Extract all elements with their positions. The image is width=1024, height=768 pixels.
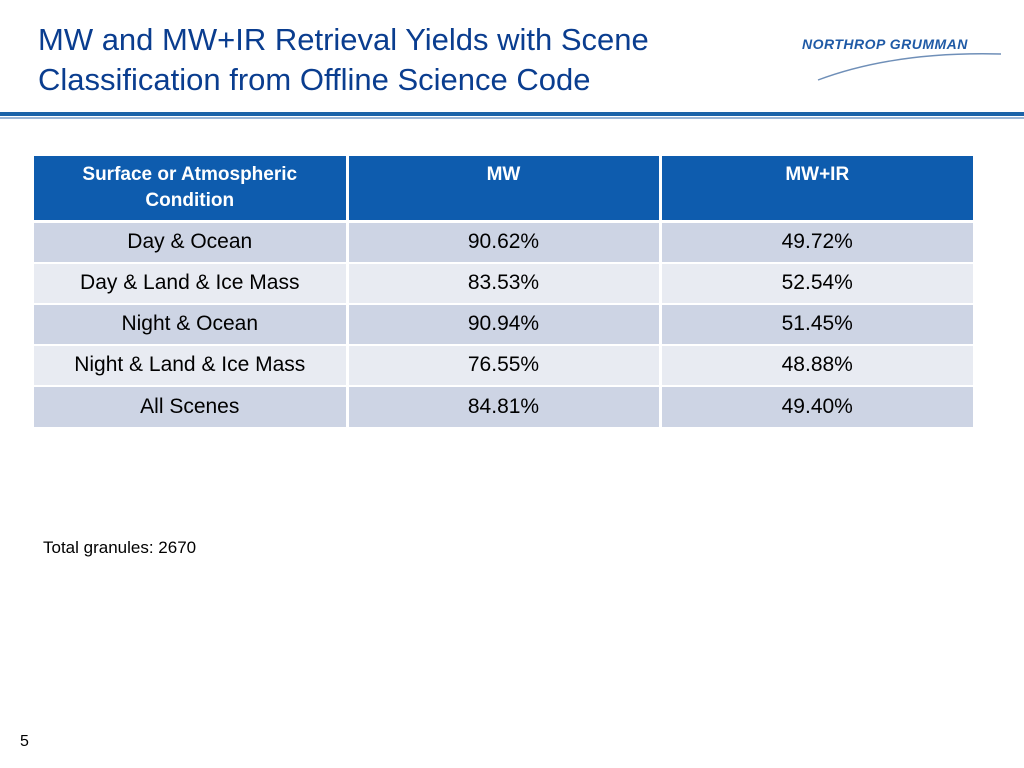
mw-ir-cell: 49.40% <box>658 384 973 427</box>
retrieval-yields-table: Surface or Atmospheric Condition MW MW+I… <box>34 156 973 427</box>
column-header-mw-ir: MW+IR <box>658 156 973 223</box>
mw-cell: 84.81% <box>345 384 660 427</box>
condition-cell: All Scenes <box>34 384 347 427</box>
column-header-mw: MW <box>345 156 660 223</box>
table-row: Night & Land & Ice Mass 76.55% 48.88% <box>34 343 973 386</box>
table-row: All Scenes 84.81% 49.40% <box>34 384 973 427</box>
mw-cell: 76.55% <box>345 343 660 386</box>
slide-title-line-2: Classification from Offline Science Code <box>38 62 591 97</box>
mw-ir-cell: 49.72% <box>658 220 973 263</box>
mw-ir-cell: 48.88% <box>658 343 973 386</box>
condition-cell: Day & Land & Ice Mass <box>34 261 347 304</box>
table-row: Day & Ocean 90.62% 49.72% <box>34 220 973 263</box>
condition-cell: Day & Ocean <box>34 220 347 263</box>
table-row: Day & Land & Ice Mass 83.53% 52.54% <box>34 261 973 304</box>
page-number: 5 <box>20 733 29 750</box>
header-rule-accent <box>0 117 1024 119</box>
mw-cell: 90.94% <box>345 302 660 345</box>
logo-swoosh-icon <box>817 53 1002 81</box>
condition-cell: Night & Land & Ice Mass <box>34 343 347 386</box>
northrop-grumman-logo: NORTHROP GRUMMAN <box>796 26 1006 84</box>
table-row: Night & Ocean 90.94% 51.45% <box>34 302 973 345</box>
header-rule <box>0 112 1024 116</box>
slide-title: MW and MW+IR Retrieval Yields with Scene… <box>38 20 758 100</box>
mw-ir-cell: 52.54% <box>658 261 973 304</box>
slide-title-line-1: MW and MW+IR Retrieval Yields with Scene <box>38 22 649 57</box>
mw-cell: 83.53% <box>345 261 660 304</box>
condition-cell: Night & Ocean <box>34 302 347 345</box>
logo-wordmark: NORTHROP GRUMMAN <box>802 36 968 52</box>
mw-cell: 90.62% <box>345 220 660 263</box>
total-granules-note: Total granules: 2670 <box>43 538 197 557</box>
table-header-row: Surface or Atmospheric Condition MW MW+I… <box>34 156 973 223</box>
column-header-condition: Surface or Atmospheric Condition <box>34 156 347 223</box>
mw-ir-cell: 51.45% <box>658 302 973 345</box>
